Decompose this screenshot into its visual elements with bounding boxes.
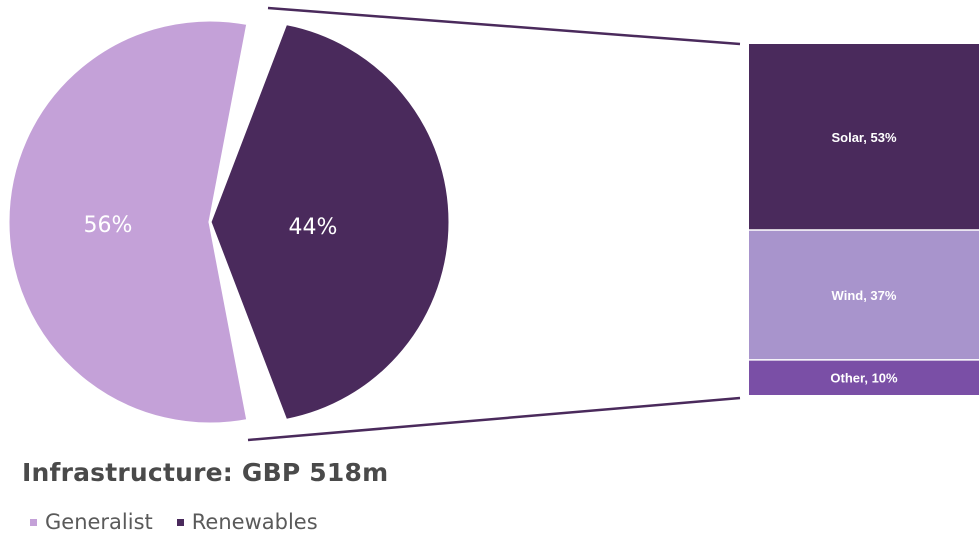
connector-lines: [247, 6, 741, 442]
pie-label-renewables: 44%: [289, 215, 338, 240]
connector-line-bottom: [247, 396, 741, 442]
legend-label-generalist: Generalist: [45, 510, 153, 534]
bar-segment-wind: [749, 230, 979, 360]
chart-title: Infrastructure: GBP 518m: [22, 458, 389, 487]
legend-swatch-generalist: [30, 518, 37, 526]
breakdown-bar: Solar, 53% Wind, 37% Other, 10%: [749, 44, 979, 395]
bar-label-solar: Solar, 53%: [831, 130, 896, 145]
pie-chart: 56% 44%: [6, 18, 452, 426]
connector-line-top: [267, 6, 741, 46]
pie-slice-renewables: [208, 21, 452, 423]
bar-segment-solar: [749, 44, 979, 231]
legend-label-renewables: Renewables: [191, 510, 318, 534]
legend-swatch-renewables: [176, 518, 184, 526]
bar-label-wind: Wind, 37%: [832, 288, 897, 303]
bar-segment-other: [749, 359, 979, 395]
bar-label-other: Other, 10%: [830, 370, 898, 385]
legend-item-generalist: Generalist: [30, 510, 153, 534]
legend: Generalist Renewables: [30, 510, 342, 534]
legend-item-renewables: Renewables: [176, 510, 318, 534]
pie-slice-generalist: [6, 18, 250, 426]
pie-label-generalist: 56%: [84, 213, 133, 238]
